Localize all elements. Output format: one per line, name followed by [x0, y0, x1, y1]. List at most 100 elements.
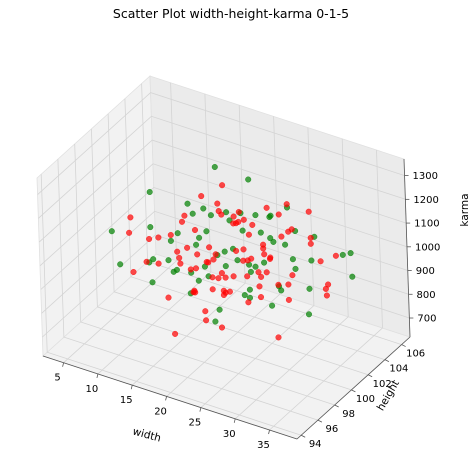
data-point [306, 285, 313, 292]
data-point [126, 229, 133, 236]
data-point [150, 256, 157, 263]
data-point [267, 212, 274, 219]
data-point [212, 318, 219, 325]
data-point [184, 200, 191, 207]
data-point [211, 163, 218, 170]
data-point [108, 228, 115, 235]
data-point [289, 256, 296, 263]
data-point [210, 256, 217, 263]
z-tick-label: 900 [416, 266, 435, 277]
z-tick-label: 800 [417, 290, 436, 301]
data-point [283, 201, 290, 208]
x-tick-mark [165, 396, 167, 401]
data-point [252, 263, 259, 270]
data-point [167, 231, 174, 238]
z-grid-line [39, 163, 408, 267]
data-point [307, 240, 314, 247]
data-point [285, 296, 292, 303]
data-point [192, 265, 199, 272]
data-point [239, 227, 246, 234]
data-point [196, 234, 203, 241]
x-tick-mark [199, 407, 202, 412]
z-tick-label: 1100 [414, 219, 439, 230]
data-point [246, 286, 253, 293]
z-axis-label: karma [459, 193, 471, 226]
data-point [255, 269, 262, 276]
x-tick-label: 25 [189, 418, 202, 429]
data-point [241, 292, 248, 299]
data-point [187, 266, 194, 273]
data-point [325, 281, 332, 288]
data-point [207, 212, 214, 219]
x-axis-label: width [131, 426, 162, 445]
data-point [155, 260, 162, 267]
data-point [215, 208, 222, 215]
data-point [191, 226, 198, 233]
data-point [219, 182, 226, 189]
z-grid-line [40, 187, 408, 290]
data-point [347, 250, 354, 257]
data-point [218, 324, 225, 331]
data-point [235, 218, 242, 225]
data-point [220, 287, 227, 294]
z-tick-label: 1000 [415, 242, 440, 253]
z-tick-label: 1200 [413, 195, 438, 206]
data-point [275, 334, 282, 341]
data-point [194, 251, 201, 258]
y-tick-mark [334, 404, 339, 408]
data-point [127, 214, 134, 221]
data-point [206, 244, 213, 251]
data-point [189, 210, 196, 217]
data-point [257, 229, 264, 236]
data-point [167, 237, 174, 244]
data-point [218, 270, 225, 277]
data-point [282, 241, 289, 248]
data-point [214, 200, 221, 207]
data-point [143, 258, 150, 265]
data-point [223, 209, 230, 216]
x-tick-label: 20 [154, 406, 167, 417]
data-point [332, 252, 339, 259]
data-point [184, 244, 191, 251]
data-point [203, 228, 210, 235]
data-point [181, 212, 188, 219]
x-tick-label: 15 [120, 395, 133, 406]
data-point [278, 233, 285, 240]
data-point [221, 248, 228, 255]
data-point [202, 308, 209, 315]
z-grid-line [38, 115, 406, 219]
data-point [203, 259, 210, 266]
data-point [306, 311, 313, 318]
data-point [195, 277, 202, 284]
data-point [173, 266, 180, 273]
x-tick-mark [268, 429, 270, 435]
data-point [240, 216, 247, 223]
data-point [212, 251, 219, 258]
y-tick-label: 96 [326, 424, 339, 435]
y-tick-mark [301, 434, 306, 438]
data-point [222, 263, 229, 270]
data-point [190, 289, 197, 296]
axis-lines [42, 158, 411, 440]
data-point [317, 258, 324, 265]
data-point [247, 268, 254, 275]
data-points [108, 163, 356, 341]
data-point [174, 230, 181, 237]
data-point [174, 248, 181, 255]
data-point [216, 306, 223, 313]
data-point [234, 257, 241, 264]
data-point [165, 294, 172, 301]
data-point [349, 273, 356, 280]
y-grid-line [57, 159, 319, 421]
data-point [230, 273, 237, 280]
data-point [269, 302, 276, 309]
data-point [252, 212, 259, 219]
x-tick-label: 10 [86, 384, 99, 395]
data-point [203, 317, 210, 324]
data-point [240, 257, 247, 264]
y-tick-mark [351, 389, 356, 393]
data-point [172, 330, 179, 337]
z-grid-line [38, 139, 407, 243]
data-point [198, 193, 205, 200]
